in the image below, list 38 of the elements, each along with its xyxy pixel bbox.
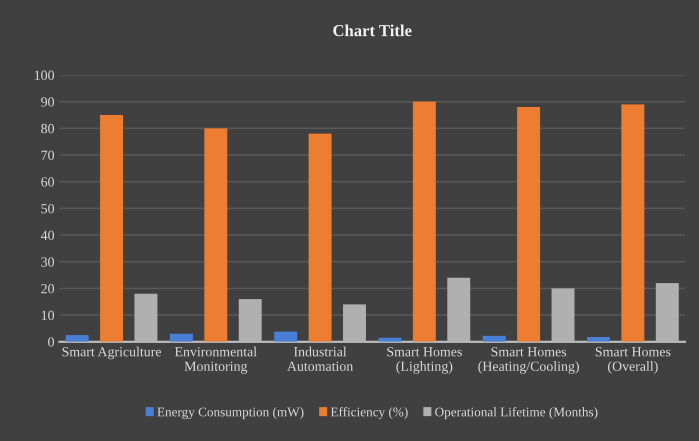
y-tick-label: 70	[42, 150, 54, 160]
x-tick-label: Environmental Monitoring	[174, 346, 257, 374]
bar	[66, 335, 89, 342]
x-tick-label: Smart Agriculture	[62, 346, 162, 360]
y-tick-label: 0	[48, 337, 54, 347]
bar	[274, 332, 298, 342]
bar	[517, 106, 540, 342]
bar	[482, 336, 506, 342]
y-tick-label: 90	[41, 97, 54, 107]
x-tick-label: Smart Homes (Heating/Cooling)	[478, 347, 579, 374]
bar	[204, 128, 228, 342]
bar	[100, 114, 124, 342]
chart-title: Chart Title	[333, 24, 412, 36]
y-tick-label: 50	[41, 204, 54, 214]
bar	[621, 104, 644, 342]
x-tick-label: Smart Homes (Overall)	[596, 347, 670, 374]
y-tick-label: 100	[34, 70, 54, 80]
legend-label: Operational Lifetime (Months)	[435, 407, 598, 420]
x-tick-label: Industrial Automation	[287, 346, 354, 371]
bar	[587, 336, 610, 342]
y-tick-label: 10	[42, 310, 54, 320]
y-tick-label: 80	[41, 124, 54, 134]
bar	[343, 304, 366, 342]
bar	[447, 278, 470, 342]
bar	[308, 134, 332, 342]
y-tick-label: 40	[40, 230, 54, 240]
legend-label: Energy Consumption (mW)	[157, 407, 304, 420]
bar	[238, 299, 262, 342]
bar	[134, 294, 158, 342]
y-tick-label: 60	[41, 177, 54, 187]
legend-label: Efficiency (%)	[330, 407, 408, 420]
bar	[412, 102, 436, 342]
bar	[656, 283, 679, 342]
x-tick-label: Smart Homes (Lighting)	[387, 347, 462, 374]
y-tick-label: 20	[41, 284, 54, 294]
bar	[170, 334, 193, 342]
bar	[552, 288, 574, 342]
y-tick-label: 30	[41, 257, 54, 267]
